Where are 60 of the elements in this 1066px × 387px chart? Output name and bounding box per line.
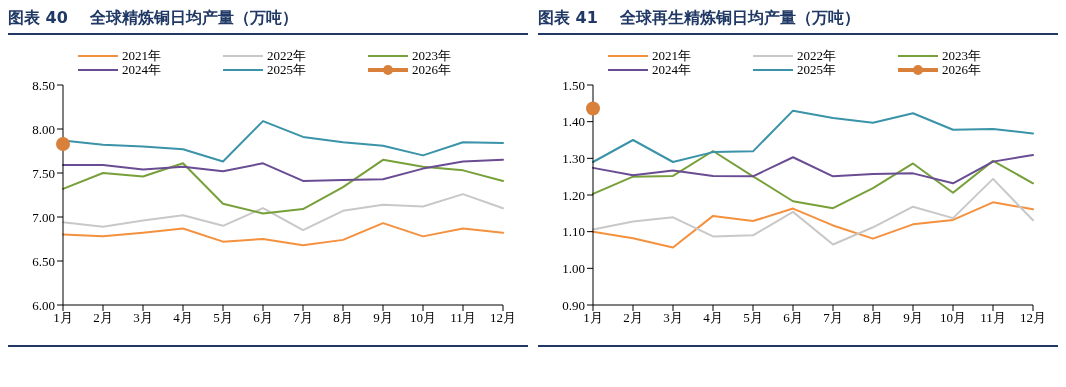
y-tick-label: 7.50 — [32, 165, 55, 181]
y-tick-label: 1.00 — [562, 260, 585, 276]
y-tick-label: 8.50 — [32, 77, 55, 93]
x-tick-label: 3月 — [663, 310, 683, 326]
x-tick-label: 6月 — [783, 310, 803, 326]
chart-title: 图表 41 全球再生精炼铜日均产量（万吨） — [538, 8, 1058, 35]
x-tick-label: 12月 — [490, 310, 516, 326]
x-tick-label: 8月 — [863, 310, 883, 326]
line-series — [62, 193, 504, 232]
x-tick-label: 8月 — [333, 310, 353, 326]
x-tick-label: 2月 — [93, 310, 113, 326]
legend-label: 2021年 — [652, 48, 691, 63]
x-tick-label: 2月 — [623, 310, 643, 326]
y-tick-label: 8.00 — [32, 121, 55, 137]
x-tick-label: 9月 — [373, 310, 393, 326]
x-tick-label: 3月 — [133, 310, 153, 326]
chart-title: 图表 40 全球精炼铜日均产量（万吨） — [8, 8, 528, 35]
x-tick-label: 5月 — [213, 310, 233, 326]
x-tick-label: 9月 — [903, 310, 923, 326]
y-tick-label: 1.40 — [562, 114, 585, 130]
y-tick-label: 7.00 — [32, 209, 55, 225]
x-tick-label: 11月 — [450, 310, 476, 326]
legend-label: 2022年 — [267, 48, 306, 63]
legend-label: 2026年 — [942, 62, 981, 77]
x-tick-label: 11月 — [980, 310, 1006, 326]
y-tick-label: 0.90 — [562, 297, 585, 313]
x-tick-label: 4月 — [173, 310, 193, 326]
x-tick-label: 1月 — [583, 310, 603, 326]
legend-label: 2025年 — [267, 62, 306, 77]
legend-label: 2024年 — [122, 62, 161, 77]
x-tick-label: 7月 — [823, 310, 843, 326]
x-tick-label: 12月 — [1020, 310, 1046, 326]
legend-label: 2026年 — [412, 62, 451, 77]
legend-label: 2022年 — [797, 48, 836, 63]
x-tick-label: 10月 — [940, 310, 966, 326]
legend-label: 2023年 — [412, 48, 451, 63]
x-tick-label: 4月 — [703, 310, 723, 326]
line-series — [592, 154, 1034, 185]
x-tick-label: 10月 — [410, 310, 436, 326]
x-tick-label: 7月 — [293, 310, 313, 326]
y-tick-label: 1.20 — [562, 187, 585, 203]
line-series — [592, 201, 1034, 249]
legend-label: 2025年 — [797, 62, 836, 77]
y-tick-label: 6.50 — [32, 253, 55, 269]
y-tick-label: 6.00 — [32, 297, 55, 313]
legend-label: 2024年 — [652, 62, 691, 77]
x-tick-label: 5月 — [743, 310, 763, 326]
line-series — [592, 109, 1034, 163]
y-tick-label: 1.50 — [562, 77, 585, 93]
x-tick-label: 6月 — [253, 310, 273, 326]
line-series — [62, 222, 504, 247]
y-tick-label: 1.30 — [562, 150, 585, 166]
x-tick-label: 1月 — [53, 310, 73, 326]
line-series — [592, 150, 1034, 210]
line-series — [62, 158, 504, 215]
y-tick-label: 1.10 — [562, 224, 585, 240]
line-series — [62, 158, 504, 182]
line-series — [592, 177, 1034, 246]
legend-label: 2023年 — [942, 48, 981, 63]
legend-label: 2021年 — [122, 48, 161, 63]
